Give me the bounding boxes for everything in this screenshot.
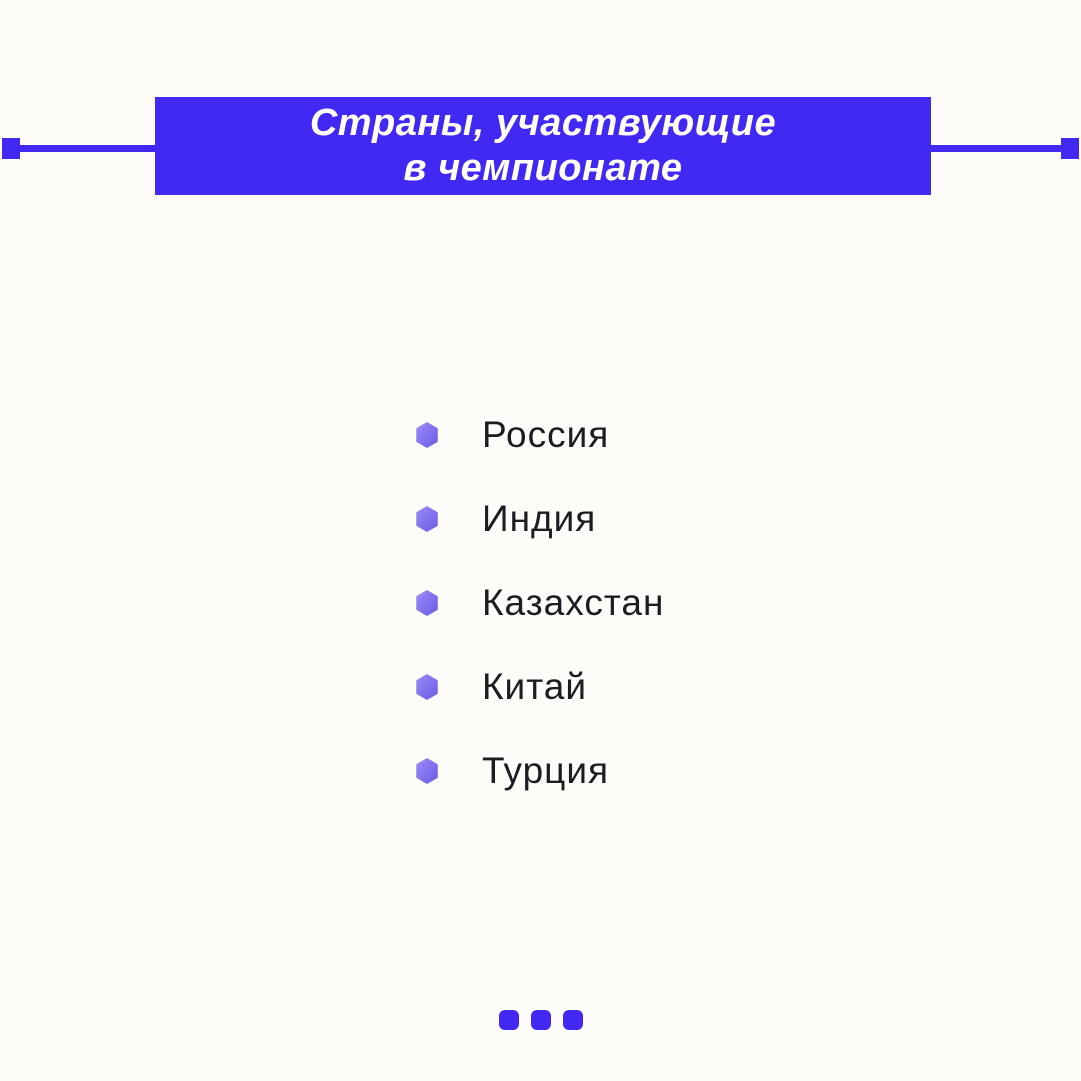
- country-label: Казахстан: [482, 582, 665, 623]
- page-title-line1: Страны, участвующие: [309, 102, 777, 144]
- right-edge-square: [1061, 138, 1079, 159]
- list-item-turkey: Турция: [415, 729, 664, 813]
- hexagon-bullet-icon: [415, 422, 439, 448]
- hexagon-bullet-icon: [415, 590, 439, 616]
- pagination-dot: [498, 1010, 519, 1030]
- country-label: Россия: [482, 414, 610, 455]
- pagination-dot: [562, 1010, 583, 1030]
- hexagon-bullet-icon: [415, 758, 439, 784]
- hexagon-bullet-icon: [415, 506, 439, 532]
- country-label: Индия: [482, 498, 597, 539]
- list-item-kazakhstan: Казахстан: [415, 561, 664, 645]
- pagination-dots: [0, 1010, 1081, 1030]
- country-label: Турция: [482, 750, 610, 791]
- country-label: Китай: [482, 666, 587, 707]
- list-item-russia: Россия: [415, 393, 664, 477]
- list-item-china: Китай: [415, 645, 664, 729]
- list-item-india: Индия: [415, 477, 664, 561]
- title-banner: Страны, участвующие в чемпионате: [155, 97, 931, 195]
- pagination-dot: [530, 1010, 551, 1030]
- hexagon-bullet-icon: [415, 674, 439, 700]
- country-list: Россия Индия Казахстан Китай Турция: [415, 393, 664, 813]
- page-title-line2: в чемпионате: [403, 147, 683, 189]
- left-edge-square: [2, 138, 20, 159]
